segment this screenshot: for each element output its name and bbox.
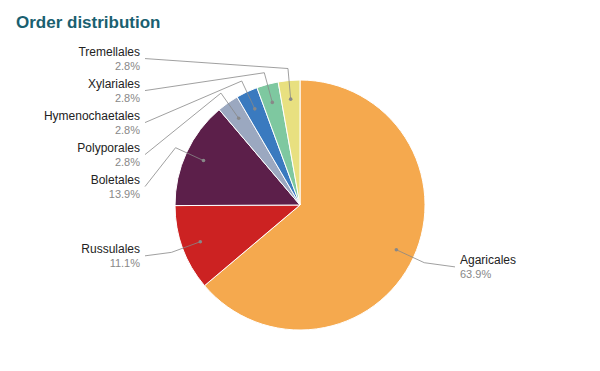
slice-label: Polyporales xyxy=(77,141,140,155)
leader-dot xyxy=(202,159,206,163)
leader-dot xyxy=(395,248,399,252)
data-label: 13.9% xyxy=(109,188,140,200)
slice-label: Tremellales xyxy=(78,45,140,59)
chart: Order distribution Agaricales63.9% Russula… xyxy=(0,0,600,371)
data-label: 2.8% xyxy=(115,156,140,168)
leader-dot xyxy=(237,116,241,120)
leader-dot xyxy=(289,97,293,101)
pie xyxy=(175,80,425,330)
data-label: 2.8% xyxy=(115,124,140,136)
title: Order distribution xyxy=(16,13,161,32)
data-label: 2.8% xyxy=(115,60,140,72)
slice-label: Hymenochaetales xyxy=(44,109,140,123)
slice-label: Xylariales xyxy=(88,77,140,91)
leader-line xyxy=(145,81,255,123)
data-label: 63.9% xyxy=(460,268,491,280)
data-label: 11.1% xyxy=(110,257,141,269)
leader-dot xyxy=(271,101,275,105)
leader-line xyxy=(145,148,203,187)
slice xyxy=(175,205,300,286)
leader-dot xyxy=(253,107,257,111)
leader-line xyxy=(396,250,455,267)
leader-line xyxy=(145,59,291,100)
leader-line xyxy=(145,73,272,103)
labels: Agaricales63.9% Russulales11.1% Boletales1… xyxy=(44,45,516,280)
leader-line xyxy=(145,242,200,256)
slice xyxy=(278,80,300,205)
slice-label: Boletales xyxy=(91,173,140,187)
slice-label: Russulales xyxy=(81,242,140,256)
data-label: 2.8% xyxy=(115,92,140,104)
slice-label: Agaricales xyxy=(460,253,516,267)
leader-dot xyxy=(199,240,203,244)
